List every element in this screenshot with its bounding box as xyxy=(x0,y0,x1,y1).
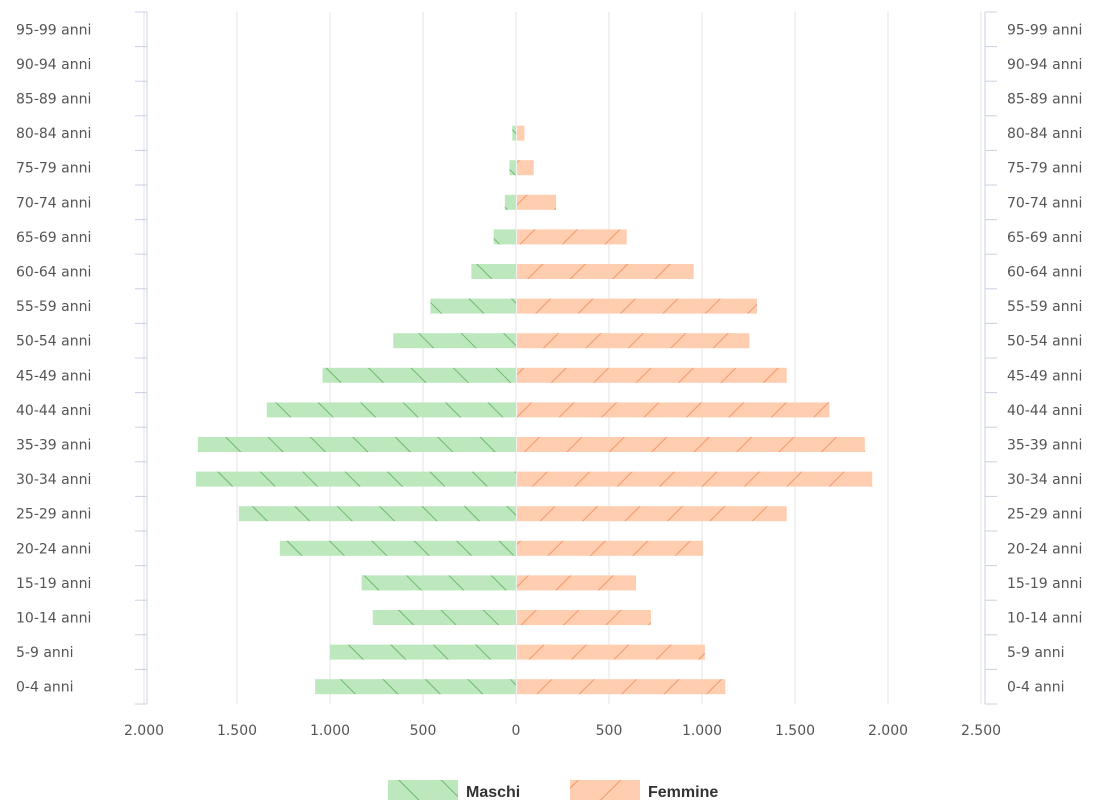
legend-item-femmine[interactable]: Femmine xyxy=(570,780,718,801)
bar-femmine[interactable] xyxy=(517,575,637,591)
legend-swatch-maschi xyxy=(388,780,458,800)
y-tick-label-left: 95-99 anni xyxy=(16,22,91,38)
bar-femmine[interactable] xyxy=(517,264,694,279)
y-tick-label-right: 55-59 anni xyxy=(1007,299,1082,315)
y-tick-label-left: 85-89 anni xyxy=(16,92,91,108)
bar-femmine[interactable] xyxy=(517,679,726,695)
y-tick-label-left: 40-44 anni xyxy=(16,403,91,419)
bar-femmine[interactable] xyxy=(517,333,750,349)
legend-item-maschi[interactable]: Maschi xyxy=(388,780,520,801)
bar-maschi[interactable] xyxy=(266,402,516,418)
grid xyxy=(143,12,982,704)
bar-maschi[interactable] xyxy=(238,506,517,522)
y-tick-label-left: 65-69 anni xyxy=(16,230,91,246)
y-tick-label-right: 20-24 anni xyxy=(1007,541,1082,557)
x-tick-label: 1.000 xyxy=(310,723,350,739)
bar-femmine[interactable] xyxy=(517,229,627,245)
labels: 2.000 1.500 1.000 500 0 500 1.000 1.500 2.000 2.5… xyxy=(16,22,1082,739)
bar-femmine[interactable] xyxy=(517,402,830,418)
y-tick-label-right: 90-94 anni xyxy=(1007,57,1082,73)
y-tick-label-left: 25-29 anni xyxy=(16,507,91,523)
bar-femmine[interactable] xyxy=(517,125,525,141)
y-tick-label-right: 65-69 anni xyxy=(1007,230,1082,246)
legend[interactable]: Maschi Femmine xyxy=(388,780,718,801)
bar-maschi[interactable] xyxy=(197,437,516,452)
bar-maschi[interactable] xyxy=(393,333,516,349)
bar-femmine[interactable] xyxy=(517,540,703,556)
bar-femmine[interactable] xyxy=(517,471,873,487)
y-tick-label-left: 60-64 anni xyxy=(16,265,91,281)
x-tick-label: 2.000 xyxy=(124,723,164,739)
bar-maschi[interactable] xyxy=(493,229,516,245)
y-tick-label-left: 5-9 anni xyxy=(16,645,74,661)
bar-femmine[interactable] xyxy=(517,506,787,522)
bar-femmine[interactable] xyxy=(517,610,651,625)
y-tick-label-left: 30-34 anni xyxy=(16,472,91,488)
x-tick-label: 500 xyxy=(410,723,437,739)
y-tick-label-right: 40-44 anni xyxy=(1007,403,1082,419)
y-tick-label-left: 20-24 anni xyxy=(16,541,91,557)
legend-label-maschi: Maschi xyxy=(466,784,520,801)
y-tick-label-right: 25-29 anni xyxy=(1007,507,1082,523)
y-tick-label-left: 55-59 anni xyxy=(16,299,91,315)
y-tick-label-right: 45-49 anni xyxy=(1007,368,1082,384)
y-tick-label-left: 75-79 anni xyxy=(16,161,91,177)
legend-swatch-femmine xyxy=(570,780,640,800)
y-tick-label-right: 95-99 anni xyxy=(1007,22,1082,38)
x-tick-label: 2.000 xyxy=(868,723,908,739)
bar-maschi[interactable] xyxy=(430,298,516,314)
y-tick-label-right: 60-64 anni xyxy=(1007,265,1082,281)
x-tick-label: 0 xyxy=(512,723,521,739)
y-tick-label-right: 50-54 anni xyxy=(1007,334,1082,350)
y-tick-label-right: 85-89 anni xyxy=(1007,92,1082,108)
y-tick-label-left: 15-19 anni xyxy=(16,576,91,592)
bar-maschi[interactable] xyxy=(279,540,516,556)
bar-maschi[interactable] xyxy=(315,679,516,695)
bar-maschi[interactable] xyxy=(330,644,516,660)
bar-femmine[interactable] xyxy=(517,644,705,660)
bar-femmine[interactable] xyxy=(517,437,865,452)
y-tick-label-left: 70-74 anni xyxy=(16,195,91,211)
y-tick-label-left: 0-4 anni xyxy=(16,680,74,696)
y-tick-label-left: 35-39 anni xyxy=(16,438,91,454)
y-tick-label-right: 15-19 anni xyxy=(1007,576,1082,592)
y-tick-label-left: 45-49 anni xyxy=(16,368,91,384)
bar-maschi[interactable] xyxy=(509,160,516,176)
bar-maschi[interactable] xyxy=(504,194,516,210)
x-tick-label: 1.500 xyxy=(775,723,815,739)
bar-femmine[interactable] xyxy=(517,298,757,314)
y-tick-label-left: 80-84 anni xyxy=(16,126,91,142)
x-tick-label: 2.500 xyxy=(961,723,1001,739)
bar-maschi[interactable] xyxy=(372,610,516,625)
bar-maschi[interactable] xyxy=(322,367,516,383)
bar-maschi[interactable] xyxy=(512,125,516,141)
x-tick-label: 1.000 xyxy=(682,723,722,739)
y-tick-label-right: 30-34 anni xyxy=(1007,472,1082,488)
bar-maschi[interactable] xyxy=(196,471,516,487)
bar-maschi[interactable] xyxy=(471,264,516,279)
legend-label-femmine: Femmine xyxy=(648,784,718,801)
y-tick-label-right: 10-14 anni xyxy=(1007,611,1082,627)
y-tick-label-left: 10-14 anni xyxy=(16,611,91,627)
y-tick-label-left: 50-54 anni xyxy=(16,334,91,350)
y-tick-label-right: 80-84 anni xyxy=(1007,126,1082,142)
axes xyxy=(135,11,997,705)
x-tick-label: 500 xyxy=(596,723,623,739)
y-tick-label-right: 35-39 anni xyxy=(1007,438,1082,454)
y-tick-label-right: 75-79 anni xyxy=(1007,161,1082,177)
y-tick-label-left: 90-94 anni xyxy=(16,57,91,73)
bars xyxy=(196,125,873,695)
bar-maschi[interactable] xyxy=(361,575,516,591)
y-tick-label-right: 70-74 anni xyxy=(1007,195,1082,211)
bar-femmine[interactable] xyxy=(517,160,534,176)
bar-femmine[interactable] xyxy=(517,194,557,210)
y-tick-label-right: 0-4 anni xyxy=(1007,680,1065,696)
bar-femmine[interactable] xyxy=(517,367,787,383)
y-tick-label-right: 5-9 anni xyxy=(1007,645,1065,661)
x-tick-label: 1.500 xyxy=(217,723,257,739)
